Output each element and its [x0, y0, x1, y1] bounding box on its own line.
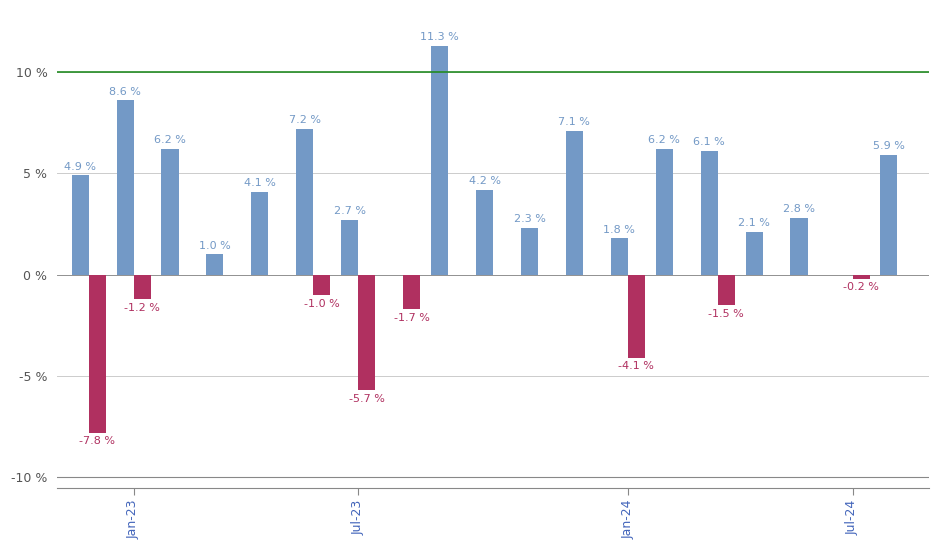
Bar	[700, 151, 718, 274]
Text: 8.6 %: 8.6 %	[109, 87, 141, 97]
Bar	[718, 274, 735, 305]
Text: -1.5 %: -1.5 %	[709, 309, 744, 319]
Text: 2.8 %: 2.8 %	[783, 204, 815, 215]
Text: -1.7 %: -1.7 %	[394, 313, 430, 323]
Bar	[341, 220, 358, 274]
Text: 4.1 %: 4.1 %	[243, 178, 275, 188]
Bar	[745, 232, 762, 274]
Bar	[296, 129, 313, 274]
Text: 7.1 %: 7.1 %	[558, 117, 590, 127]
Text: -1.0 %: -1.0 %	[304, 299, 339, 309]
Bar	[881, 155, 898, 274]
Text: 5.9 %: 5.9 %	[873, 141, 905, 151]
Bar	[566, 131, 583, 274]
Bar	[88, 274, 105, 433]
Text: 1.0 %: 1.0 %	[199, 241, 231, 251]
Text: 4.2 %: 4.2 %	[468, 176, 500, 186]
Text: -4.1 %: -4.1 %	[619, 361, 654, 371]
Text: 2.3 %: 2.3 %	[513, 214, 545, 224]
Text: -5.7 %: -5.7 %	[349, 394, 384, 404]
Text: 2.7 %: 2.7 %	[334, 206, 366, 216]
Text: -0.2 %: -0.2 %	[843, 282, 879, 293]
Bar	[853, 274, 870, 279]
Bar	[656, 149, 673, 274]
Text: -1.2 %: -1.2 %	[124, 302, 160, 312]
Bar	[251, 191, 269, 274]
Bar	[117, 100, 133, 274]
Bar	[476, 190, 494, 274]
Text: 1.8 %: 1.8 %	[603, 224, 635, 234]
Bar	[133, 274, 150, 299]
Text: 7.2 %: 7.2 %	[289, 115, 321, 125]
Bar	[207, 255, 224, 274]
Text: 6.2 %: 6.2 %	[649, 135, 681, 145]
Bar	[431, 46, 448, 274]
Bar	[611, 238, 628, 274]
Text: 6.2 %: 6.2 %	[154, 135, 186, 145]
Bar	[521, 228, 538, 274]
Bar	[71, 175, 88, 274]
Bar	[358, 274, 375, 390]
Text: 2.1 %: 2.1 %	[738, 218, 770, 228]
Bar	[628, 274, 645, 358]
Bar	[791, 218, 807, 274]
Bar	[403, 274, 420, 309]
Text: 6.1 %: 6.1 %	[694, 138, 725, 147]
Text: -7.8 %: -7.8 %	[79, 437, 116, 447]
Text: 4.9 %: 4.9 %	[64, 162, 96, 172]
Bar	[162, 149, 179, 274]
Text: 11.3 %: 11.3 %	[420, 32, 459, 42]
Bar	[313, 274, 330, 295]
